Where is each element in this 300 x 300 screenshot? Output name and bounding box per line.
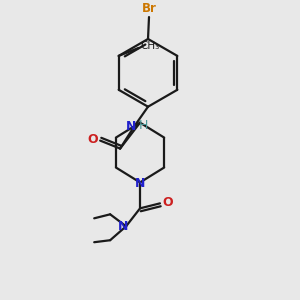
- Text: N: N: [135, 177, 145, 190]
- Text: H: H: [138, 119, 148, 132]
- Text: O: O: [87, 133, 98, 146]
- Text: N: N: [126, 120, 136, 133]
- Text: Br: Br: [142, 2, 156, 15]
- Text: CH₃: CH₃: [140, 41, 159, 51]
- Text: O: O: [163, 196, 173, 209]
- Text: N: N: [118, 220, 128, 233]
